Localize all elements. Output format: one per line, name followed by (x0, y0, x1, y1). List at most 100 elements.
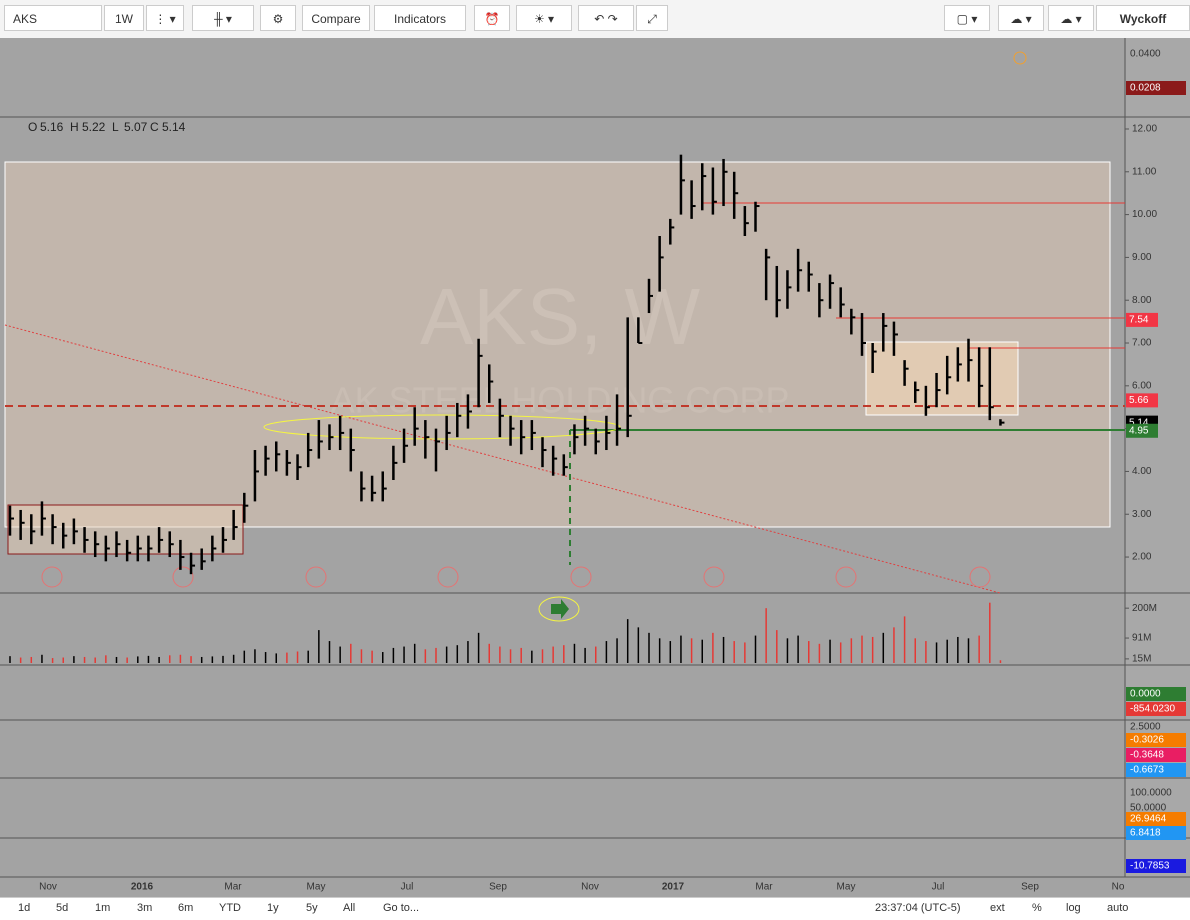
watermark-name: AK STEEL HOLDING CORP (331, 380, 790, 421)
earnings-marker (41, 566, 63, 588)
y-tick-label: 9.00 (1132, 252, 1152, 263)
toolbar: AKS 1W ⋮ ▾ ╫ ▾ ⚙ Compare Indicators ⏰ ☀ … (0, 0, 1190, 39)
chart-area: AKS, W AK STEEL HOLDING CORP 12.00 11.00 1… (0, 38, 1190, 897)
earnings-marker (570, 566, 592, 588)
y-tick-label: 6.00 (1132, 380, 1152, 391)
x-tick-label: Sep (1021, 882, 1039, 893)
x-tick-label: Nov (39, 882, 57, 893)
x-tick-label: Jul (932, 882, 945, 893)
x-tick-label: Jul (401, 882, 414, 893)
panel-label: 6.8418 (1130, 828, 1161, 839)
x-tick-label: No (1112, 882, 1125, 893)
goto-button[interactable]: Go to... (383, 902, 420, 914)
value-badge (1126, 763, 1186, 777)
y-tick-label: 3.00 (1132, 509, 1152, 520)
percent-button[interactable]: % (1032, 902, 1042, 914)
settings-button[interactable]: ⚙ (260, 5, 296, 31)
panel-label: 50.0000 (1130, 803, 1167, 814)
y-tick-label: 8.00 (1132, 295, 1152, 306)
highlight-ellipse (263, 414, 621, 440)
x-tick-label: Nov (581, 882, 599, 893)
value-badge (1126, 687, 1186, 701)
idea-button[interactable]: ☀ ▾ (516, 5, 572, 31)
ohlc-legend: C (150, 120, 159, 134)
ohlc-legend: 5.22 (82, 120, 106, 134)
range-button[interactable]: 3m (137, 902, 153, 914)
symbol-input[interactable]: AKS (4, 5, 102, 31)
panel-label: -0.6673 (1130, 765, 1164, 776)
y-tick-label: 7.00 (1132, 338, 1152, 349)
volume-tick-label: 200M (1132, 603, 1157, 614)
interval-menu[interactable]: ⋮ ▾ (146, 5, 184, 31)
price-marker-label: 7.54 (1129, 315, 1149, 326)
layout-button[interactable]: ▢ ▾ (944, 5, 990, 31)
range-button[interactable]: 1y (267, 902, 279, 914)
log-button[interactable]: log (1066, 902, 1081, 914)
ohlc-legend: L (112, 120, 119, 134)
earnings-markers (41, 566, 991, 588)
save-button[interactable]: ☁ ▾ (1048, 5, 1094, 31)
value-badge (1126, 826, 1186, 840)
value-badge (1126, 733, 1186, 747)
indicators-button[interactable]: Indicators (374, 5, 466, 31)
clock: 23:37:04 (UTC-5) (875, 902, 961, 914)
value-badge (1126, 859, 1186, 873)
alert-button[interactable]: ⏰ (474, 5, 510, 31)
panel-label: -0.3026 (1130, 735, 1164, 746)
ohlc-legend: O (28, 120, 37, 134)
price-marker-label: 5.66 (1129, 395, 1149, 406)
interval-button[interactable]: 1W (104, 5, 144, 31)
panel-label: 2.5000 (1130, 722, 1161, 733)
x-tick-label: Mar (755, 882, 773, 893)
alert-icon (1013, 51, 1027, 65)
distribution-box (865, 341, 1019, 416)
ohlc-legend: 5.07 (124, 120, 148, 134)
fullscreen-button[interactable]: ⤢ (636, 5, 668, 31)
range-button[interactable]: All (343, 902, 356, 914)
background (0, 38, 1190, 897)
range-button[interactable]: 5d (56, 902, 69, 914)
range-button[interactable]: 1m (95, 902, 111, 914)
range-button[interactable]: 6m (178, 902, 194, 914)
price-marker (1126, 423, 1158, 438)
range-button[interactable]: 5y (306, 902, 318, 914)
x-tick-label: Mar (224, 882, 242, 893)
volume-tick-label: 91M (1132, 633, 1151, 644)
panel-label: 100.0000 (1130, 788, 1172, 799)
bottom-bar: 1d 5d 1m 3m 6m YTD 1y 5y All Go to... 23:37:04 (UT… (0, 897, 1190, 920)
price-marker-label: 5.14 (1129, 417, 1149, 428)
x-tick-label: 2017 (662, 882, 685, 893)
price-marker (1126, 312, 1158, 327)
earnings-marker (305, 566, 327, 588)
template-button[interactable]: Wyckoff (1096, 5, 1190, 31)
auto-button[interactable]: auto (1107, 902, 1129, 914)
value-badge (1126, 748, 1186, 762)
x-tick-label: 2016 (131, 882, 154, 893)
ohlc-legend: 5.14 (162, 120, 186, 134)
price-marker (1126, 393, 1158, 408)
earnings-marker (969, 566, 991, 588)
y-tick-label: 12.00 (1132, 124, 1157, 135)
range-button[interactable]: 1d (18, 902, 31, 914)
y-tick-label: 4.00 (1132, 466, 1152, 477)
panel-label: 26.9464 (1130, 814, 1167, 825)
ext-button[interactable]: ext (990, 902, 1005, 914)
x-tick-label: May (837, 882, 856, 893)
earnings-marker (835, 566, 857, 588)
x-tick-label: May (307, 882, 326, 893)
load-button[interactable]: ☁ ▾ (998, 5, 1044, 31)
compare-button[interactable]: Compare (302, 5, 370, 31)
earnings-marker (437, 566, 459, 588)
panel-separators (0, 38, 1190, 878)
range-button[interactable]: YTD (219, 902, 241, 914)
value-badge (1126, 812, 1186, 826)
highlight-ellipse (538, 596, 580, 622)
panel-label: -854.0230 (1130, 704, 1175, 715)
volume-tick-label: 15M (1132, 654, 1151, 665)
ohlc-legend: 5.16 (40, 120, 64, 134)
panel-label: -0.3648 (1130, 750, 1164, 761)
chart-style[interactable]: ╫ ▾ (192, 5, 254, 31)
undo-redo[interactable]: ↶ ↷ (578, 5, 634, 31)
y-tick-label: 2.00 (1132, 552, 1152, 563)
